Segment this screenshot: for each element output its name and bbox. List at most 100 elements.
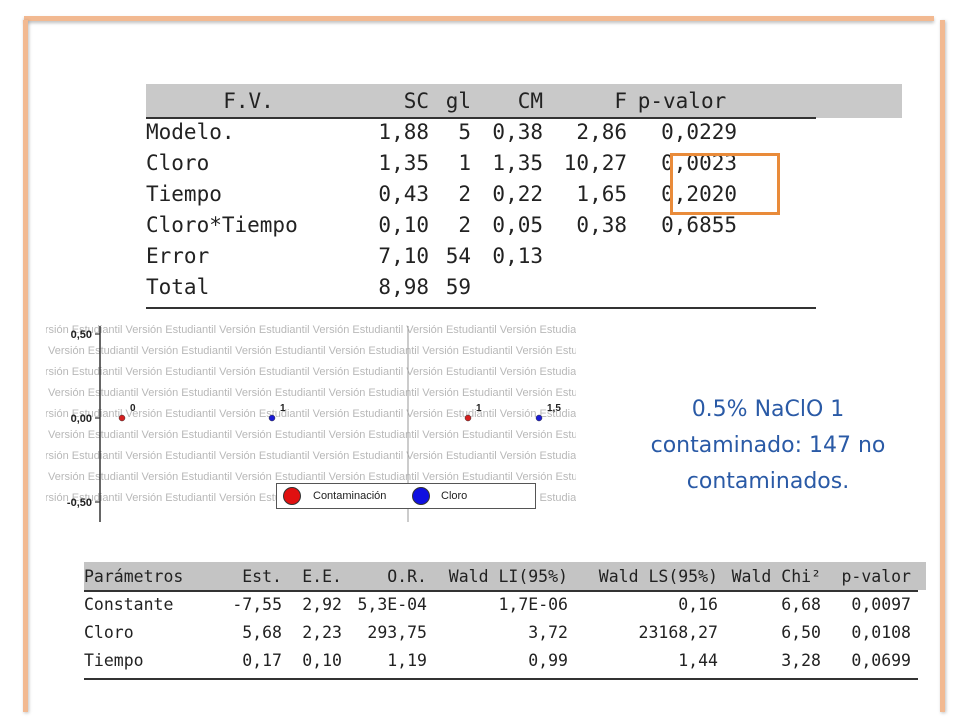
logistic-cell: Tiempo [84,650,144,670]
logistic-cell: 1,44 [678,650,718,670]
anova-cell [627,240,737,271]
logistic-bottom-rule [84,678,918,680]
anova-cell [471,271,543,302]
chart-legend: Contaminación Cloro [276,483,536,509]
anova-header-cell: SC [403,89,429,113]
logistic-cell: 0,16 [678,594,718,614]
watermark-row: Versión Estudiantil Versión Estudiantil … [48,471,576,483]
table-row: Modelo. 1,88 5 0,38 2,86 0,0229 [146,116,737,147]
watermark-row: Versión Estudiantil Versión Estudiantil … [46,450,576,462]
logistic-cell: 23168,27 [638,622,718,642]
logistic-cell: Constante [84,594,174,614]
logistic-cell: 5,68 [242,622,282,642]
legend-label-contaminacion: Contaminación [313,490,387,502]
table-row: Cloro*Tiempo 0,10 2 0,05 0,38 0,6855 [146,209,737,240]
watermark-row: Versión Estudiantil Versión Estudiantil … [48,345,576,357]
anova-header-cell: CM [517,89,543,113]
anova-cell: 1,35 [378,150,429,175]
y-tick-label: -0,50 [67,497,92,509]
logistic-cell: 3,72 [528,622,568,642]
anova-cell: 1,65 [576,181,627,206]
logistic-header-cell: Wald LS(95%) [598,567,718,586]
anova-cell: 0,22 [492,181,543,206]
logistic-header-cell: E.E. [302,567,342,586]
table-row: Total 8,98 59 [146,271,737,302]
watermark-row: Versión Estudiantil Versión Estudiantil … [46,408,576,420]
anova-cell: 0,13 [492,243,543,268]
anova-cell: 0,6855 [661,212,737,237]
watermark-row: Versión Estudiantil Versión Estudiantil … [46,324,576,336]
anova-cell: Tiempo [146,181,222,206]
table-row: Error 7,10 54 0,13 [146,240,737,271]
anova-cell: 1,88 [378,119,429,144]
interaction-chart: Versión Estudiantil Versión Estudiantil … [46,322,576,524]
logistic-header-cell: Est. [242,567,282,586]
anova-header-row: F.V. SC gl CM F p-valor [146,86,737,116]
logistic-header-rule [84,590,918,592]
logistic-cell: 0,0097 [851,594,911,614]
anova-cell: 8,98 [378,274,429,299]
data-point-label: 0 [130,403,136,414]
y-tick-label: 0,00 [71,413,92,425]
watermark-row: Versión Estudiantil Versión Estudiantil … [48,387,576,399]
y-tick-label: 0,50 [71,329,92,341]
result-note: 0.5% NaClO 1 contaminado: 147 no contami… [618,392,918,500]
anova-cell: 0,05 [492,212,543,237]
note-line: contaminados. [686,469,850,494]
anova-header-cell: p-valor [637,89,727,113]
anova-header-cell: gl [445,89,471,113]
slide-frame-top [24,16,934,21]
anova-cell: 10,27 [563,150,627,175]
anova-cell: Modelo. [146,119,235,144]
logistic-header-cell: O.R. [387,567,427,586]
anova-cell: 0,38 [492,119,543,144]
anova-cell: Cloro*Tiempo [146,212,298,237]
table-row: Cloro 5,68 2,23 293,75 3,72 23168,27 6,5… [84,618,911,646]
anova-cell [627,271,737,302]
anova-table: F.V. SC gl CM F p-valor Modelo. 1,88 5 0… [146,84,902,314]
watermark-row: Versión Estudiantil Versión Estudiantil … [46,366,576,378]
anova-cell: 1 [458,150,471,175]
anova-cell [543,240,627,271]
anova-header-cell: F [614,89,627,113]
logistic-cell: 0,0699 [851,650,911,670]
anova-grid: F.V. SC gl CM F p-valor Modelo. 1,88 5 0… [146,86,737,302]
table-row: Tiempo 0,17 0,10 1,19 0,99 1,44 3,28 0,0… [84,646,911,674]
logistic-cell: 2,23 [302,622,342,642]
logistic-cell: 2,92 [302,594,342,614]
logistic-cell: -7,55 [232,594,282,614]
logistic-cell: 5,3E-04 [357,594,427,614]
table-row: Cloro 1,35 1 1,35 10,27 0,0023 [146,147,737,178]
anova-cell: 1,35 [492,150,543,175]
data-point [118,414,126,422]
data-point-label: 1,5 [547,403,561,414]
table-row: Tiempo 0,43 2 0,22 1,65 0,2020 [146,178,737,209]
data-point [535,414,543,422]
logistic-cell: 293,75 [367,622,427,642]
logistic-cell: 0,17 [242,650,282,670]
note-line: contaminado: 147 no [650,433,886,458]
anova-header-band [146,84,902,118]
anova-cell: 0,10 [378,212,429,237]
logistic-cell: 6,68 [781,594,821,614]
slide-frame-left [23,20,28,712]
anova-cell: 0,38 [576,212,627,237]
logistic-cell: 1,19 [387,650,427,670]
logistic-cell: 0,0108 [851,622,911,642]
logistic-header-cell: Parámetros [84,567,184,586]
table-row: Constante -7,55 2,92 5,3E-04 1,7E-06 0,1… [84,590,911,618]
data-point-label: 1 [280,403,286,414]
legend-swatch-contaminacion [283,487,301,505]
anova-cell: 2,86 [576,119,627,144]
note-line: 0.5% NaClO 1 [691,397,845,422]
anova-cell: 0,0229 [661,119,737,144]
pvalue-highlight-box [670,153,780,215]
anova-cell: 0,2020 [661,181,737,206]
logistic-header-cell: p-valor [841,567,911,586]
logistic-header-band [84,562,926,590]
anova-cell: 7,10 [378,243,429,268]
anova-cell [543,271,627,302]
data-point-label: 1 [476,403,482,414]
anova-cell: 54 [445,243,471,268]
logistic-header-row: Parámetros Est. E.E. O.R. Wald LI(95%) W… [84,563,911,590]
